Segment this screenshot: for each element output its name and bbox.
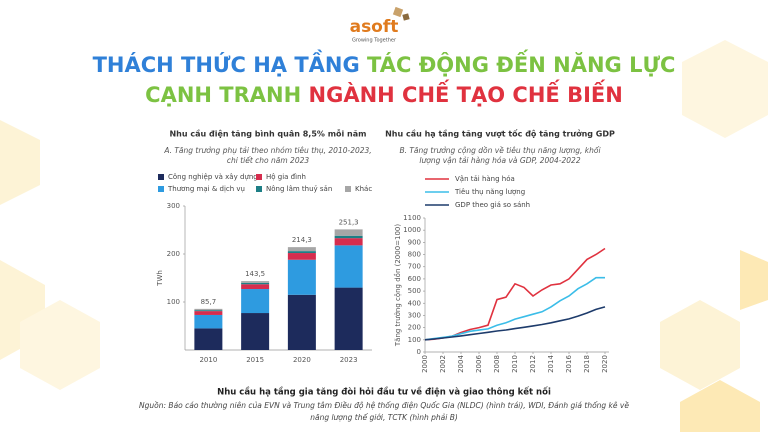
- legend-label: GDP theo giá so sánh: [455, 201, 530, 209]
- bar-segment: [334, 245, 363, 288]
- x-tick-label: 2004: [457, 355, 465, 373]
- bar-segment: [334, 229, 363, 236]
- bar-segment: [241, 282, 270, 285]
- logo-icon: [392, 6, 410, 21]
- legend-label: Hộ gia đình: [266, 173, 306, 181]
- x-tick-label: 2010: [199, 356, 217, 364]
- x-tick-label: 2020: [601, 355, 609, 373]
- chart-subtitle: lượng vận tải hàng hóa và GDP, 2004-2022: [419, 156, 580, 165]
- legend-swatch: [256, 186, 262, 192]
- source: năng lượng thế giới, TCTK (hình phải B): [310, 413, 458, 422]
- main-title: CẠNH TRANH NGÀNH CHẾ TẠO CHẾ BIẾN: [145, 79, 623, 107]
- title-part: TÁC ĐỘNG ĐẾN NĂNG LỰC: [367, 49, 675, 77]
- legend-label: Khác: [355, 185, 372, 193]
- x-tick-label: 2018: [583, 355, 591, 373]
- total-label: 251,3: [339, 218, 359, 226]
- legend-swatch: [345, 186, 351, 192]
- y-tick-label: 500: [408, 287, 421, 295]
- series-line: [424, 276, 605, 341]
- y-tick-label: 400: [408, 299, 421, 307]
- y-tick-label: 200: [408, 324, 421, 332]
- legend-label: Thương mại & dịch vụ: [167, 185, 245, 193]
- x-tick-label: 2010: [511, 355, 519, 373]
- bar-segment: [287, 251, 316, 254]
- logo: asoft: [350, 17, 399, 37]
- chart-title: Nhu cầu điện tăng bình quân 8,5% mỗi năm: [169, 129, 366, 139]
- bar-segment: [241, 313, 270, 350]
- legend-label: Tiêu thụ năng lượng: [454, 188, 525, 196]
- y-tick-label: 300: [167, 202, 180, 210]
- title-part: THÁCH THỨC HẠ TẦNG: [93, 49, 360, 77]
- bar-segment: [241, 284, 270, 290]
- legend-label: Vận tải hàng hóa: [455, 175, 515, 183]
- main-title: THÁCH THỨC HẠ TẦNG TÁC ĐỘNG ĐẾN NĂNG LỰC: [93, 49, 676, 77]
- series-line: [424, 247, 606, 341]
- x-tick-label: 2006: [475, 355, 483, 373]
- y-tick-label: 800: [408, 251, 421, 259]
- total-label: 85,7: [201, 298, 217, 306]
- bar-segment: [334, 238, 363, 246]
- x-tick-label: 2016: [565, 355, 573, 373]
- caption: Nhu cầu hạ tầng gia tăng đòi hỏi đầu tư …: [217, 387, 551, 398]
- total-label: 214,3: [292, 236, 312, 244]
- x-tick-label: 2020: [293, 356, 311, 364]
- x-tick-label: 2023: [340, 356, 358, 364]
- y-tick-label: 900: [408, 238, 421, 246]
- x-tick-label: 2008: [493, 355, 501, 373]
- y-tick-label: 600: [408, 275, 421, 283]
- x-tick-label: 2014: [547, 355, 555, 373]
- bar-segment: [287, 253, 316, 260]
- y-tick-label: 0: [417, 348, 421, 356]
- bar-segment: [241, 289, 270, 314]
- bar-segment: [287, 259, 316, 295]
- chart-subtitle: B. Tăng trưởng cộng dồn về tiêu thụ năng…: [399, 146, 601, 155]
- legend-swatch: [158, 186, 164, 192]
- x-tick-label: 2002: [439, 355, 447, 373]
- y-tick-label: 700: [408, 263, 421, 271]
- title-part: NGÀNH CHẾ TẠO CHẾ BIẾN: [309, 79, 623, 107]
- bar-segment: [334, 235, 363, 239]
- bar-segment: [194, 308, 223, 311]
- y-tick-label: 200: [167, 250, 180, 258]
- legend-label: Nông lâm thuỷ sản: [266, 184, 332, 193]
- bar-segment: [194, 314, 223, 329]
- bar-segment: [334, 287, 363, 350]
- legend-label: Công nghiệp và xây dựng: [168, 173, 258, 181]
- tagline: Growing Together: [352, 38, 397, 44]
- y-tick-label: 1100: [403, 214, 421, 222]
- chart-subtitle: chi tiết cho năm 2023: [227, 156, 310, 165]
- bar-segment: [287, 247, 316, 252]
- title-part: CẠNH TRANH: [145, 83, 301, 107]
- legend-swatch: [256, 174, 262, 180]
- y-tick-label: 100: [167, 298, 180, 306]
- bar-segment: [194, 310, 223, 312]
- bar-segment: [241, 281, 270, 283]
- bar-segment: [194, 311, 223, 315]
- x-tick-label: 2015: [246, 356, 264, 364]
- chart-title: Nhu cầu hạ tầng tăng vượt tốc độ tăng tr…: [385, 129, 615, 139]
- bar-segment: [287, 294, 316, 350]
- y-axis-label: TWh: [156, 270, 164, 287]
- legend-swatch: [158, 174, 164, 180]
- bar-segment: [194, 328, 223, 350]
- total-label: 143,5: [245, 270, 265, 278]
- y-tick-label: 1000: [403, 226, 421, 234]
- x-tick-label: 2000: [421, 355, 429, 373]
- y-tick-label: 100: [408, 336, 421, 344]
- source: Nguồn: Báo cáo thường niên của EVN và Tr…: [139, 401, 629, 410]
- chart-subtitle: A. Tăng trưởng phụ tải theo nhóm tiêu th…: [163, 146, 371, 155]
- decor: [0, 40, 768, 432]
- x-tick-label: 2012: [529, 355, 537, 373]
- y-tick-label: 300: [408, 311, 421, 319]
- series-line: [424, 306, 606, 341]
- y-axis-label: Tăng trưởng cộng dồn (2000=100): [394, 224, 402, 348]
